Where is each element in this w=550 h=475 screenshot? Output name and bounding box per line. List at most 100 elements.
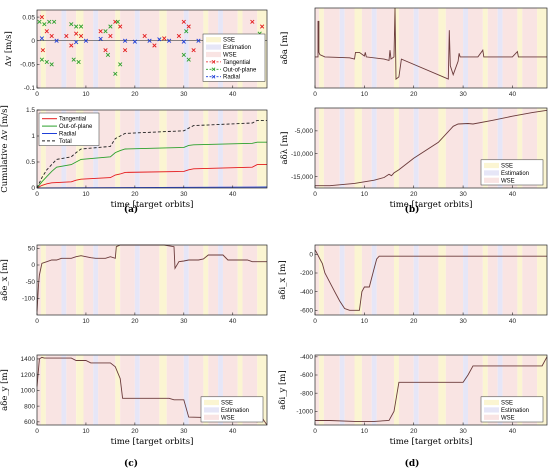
series-line-state xyxy=(315,109,548,187)
regime-band xyxy=(487,8,498,88)
panel-c-top: 0 10 20 30 40 -100 -50 0 50 aδe_x [m] xyxy=(0,244,268,325)
legend-swatch-wse xyxy=(484,177,499,183)
x-tick-label: 40 xyxy=(229,428,237,435)
regime-band xyxy=(376,355,394,425)
marker-out-of-plane xyxy=(184,29,189,34)
panel-c-bottom: 0 10 20 30 40 600 800 1000 1200 1400 time [target … xyxy=(0,354,268,447)
marker-tangential xyxy=(69,43,74,48)
regime-band xyxy=(398,245,414,315)
marker-radial xyxy=(83,38,89,43)
regime-band xyxy=(445,355,464,425)
regime-band xyxy=(115,355,121,425)
x-tick-label: 20 xyxy=(410,91,418,98)
legend-label: SSE xyxy=(501,401,513,407)
regime-band xyxy=(166,355,184,425)
marker-tangential xyxy=(44,29,49,34)
y-tick-label: -10,000 xyxy=(291,151,313,158)
panel-a-top: 0 10 20 30 40 -0.1 -0.05 0 0.05 Δv [m/s] SSEEstima… xyxy=(4,9,268,98)
x-tick-label: 20 xyxy=(410,191,418,198)
y-tick-label: 1.5 xyxy=(26,107,35,114)
y-tick-label: 0 xyxy=(309,252,313,259)
x-axis-label: time [target orbits] xyxy=(390,437,473,447)
regime-band xyxy=(93,110,99,188)
legend-marker xyxy=(211,60,216,64)
legend-label: Out-of-plane xyxy=(59,124,93,130)
regime-band xyxy=(393,8,399,88)
marker-out-of-plane xyxy=(47,19,52,24)
legend-swatch-sse xyxy=(204,399,219,406)
y-tick-label: -50 xyxy=(26,279,36,286)
regime-band xyxy=(371,245,377,315)
regime-band xyxy=(134,10,140,88)
y-tick-label: -200 xyxy=(300,270,313,277)
regime-band xyxy=(37,355,41,425)
regime-band xyxy=(61,110,67,188)
marker-tangential xyxy=(181,19,186,24)
panel-a-bottom: 0 10 20 30 40 0 0.5 1 1.5 time [target orbits] Cum… xyxy=(0,105,268,210)
x-axis-label: time [target orbits] xyxy=(390,200,473,210)
regime-band xyxy=(83,245,94,315)
legend-marker xyxy=(211,74,216,79)
panel-b-bottom: 0 10 20 30 40 -15,000 -10,000 -5,000 time [targe… xyxy=(280,107,548,210)
regime-band xyxy=(517,245,523,315)
regime-band xyxy=(438,8,446,88)
x-tick-label: 10 xyxy=(82,91,90,98)
regime-band xyxy=(323,108,340,188)
regime-band xyxy=(339,355,345,425)
x-axis-label: time [target orbits] xyxy=(111,200,194,210)
regime-band xyxy=(218,355,223,425)
regime-band xyxy=(445,8,464,88)
marker-tangential xyxy=(162,36,167,41)
regime-band xyxy=(120,245,135,315)
regime-band xyxy=(188,245,204,315)
caption-b: (b) xyxy=(405,204,420,215)
y-tick-label: -400 xyxy=(300,354,313,361)
regime-band xyxy=(393,245,399,315)
marker-tangential xyxy=(186,24,191,29)
x-tick-label: 0 xyxy=(35,318,39,325)
regime-band xyxy=(66,10,77,88)
marker-tangential xyxy=(152,43,157,48)
x-tick-label: 30 xyxy=(459,318,467,325)
regime-band xyxy=(45,245,62,315)
marker-out-of-plane xyxy=(108,24,113,29)
regime-band xyxy=(376,245,394,315)
y-tick-label: -0.05 xyxy=(20,62,35,69)
marker-radial xyxy=(132,39,137,44)
regime-band xyxy=(66,355,77,425)
x-tick-label: 10 xyxy=(361,91,369,98)
regime-band xyxy=(487,245,498,315)
legend-label: Estimation xyxy=(221,408,249,414)
regime-band xyxy=(208,355,219,425)
regime-band xyxy=(445,108,464,188)
regime-band xyxy=(257,355,267,425)
x-tick-label: 0 xyxy=(35,91,39,98)
regime-band xyxy=(218,110,223,188)
regime-band xyxy=(361,8,372,88)
legend-label: Radial xyxy=(59,132,76,138)
axes-frame xyxy=(36,109,268,189)
regime-band xyxy=(183,355,189,425)
regime-band xyxy=(361,355,372,425)
y-tick-label: 50 xyxy=(28,246,36,253)
regime-band xyxy=(188,355,204,425)
caption-c: (c) xyxy=(124,458,138,469)
regime-band xyxy=(93,355,99,425)
axes-frame xyxy=(314,7,548,89)
x-tick-label: 30 xyxy=(180,318,188,325)
caption-d: (d) xyxy=(405,458,420,469)
regime-band xyxy=(413,108,419,188)
regime-band xyxy=(183,245,189,315)
y-tick-label: 0.5 xyxy=(26,159,35,166)
marker-radial xyxy=(147,38,152,43)
y-axis-label: Δv [m/s] xyxy=(4,31,14,67)
regime-band xyxy=(517,8,523,88)
regime-band xyxy=(323,245,340,315)
regime-band xyxy=(339,8,345,88)
regime-band xyxy=(203,245,209,315)
regime-band xyxy=(398,108,414,188)
regime-band xyxy=(208,110,219,188)
series-line-state xyxy=(315,7,547,80)
regime-band xyxy=(98,245,116,315)
